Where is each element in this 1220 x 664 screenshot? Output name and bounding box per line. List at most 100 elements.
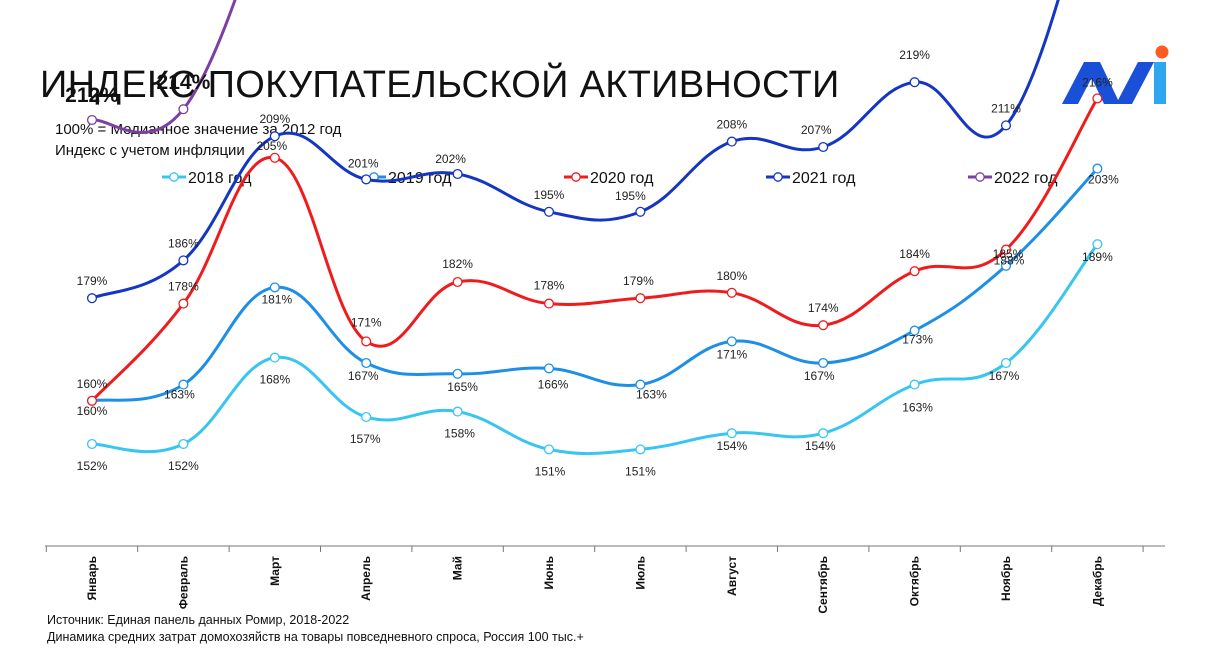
x-tick-label: Апрель [359, 556, 373, 601]
x-tick-label: Декабрь [1090, 556, 1104, 606]
data-label: 152% [77, 459, 108, 473]
data-label: 195% [534, 188, 565, 202]
data-label: 181% [261, 292, 292, 306]
data-label: 209% [259, 112, 290, 126]
data-point [178, 104, 189, 115]
series-line [90, 242, 1099, 456]
series-line [90, 96, 1099, 403]
data-label: 212% [65, 84, 119, 107]
data-label: 207% [801, 123, 832, 137]
series-points [86, 77, 1103, 455]
data-point [818, 320, 829, 331]
x-tick-label: Май [451, 556, 465, 580]
data-label: 188% [994, 254, 1025, 268]
legend-marker [571, 172, 581, 182]
data-point [1000, 357, 1012, 369]
data-point [178, 255, 189, 266]
data-label: 163% [902, 401, 933, 415]
data-label: 180% [716, 269, 747, 283]
data-point [361, 357, 372, 369]
x-axis-ticks [45, 546, 1144, 552]
legend-marker [773, 172, 783, 182]
data-point [178, 298, 189, 309]
data-label: 163% [636, 388, 667, 402]
data-point [909, 325, 920, 336]
series-lines [90, 0, 1099, 456]
x-tick-label: Март [268, 556, 282, 586]
data-point [818, 141, 829, 153]
data-label: 152% [168, 459, 199, 473]
data-point [543, 444, 555, 455]
data-label: 216% [1082, 75, 1113, 89]
data-point [543, 363, 555, 374]
data-label: 154% [716, 439, 747, 453]
x-tick-label: Июль [633, 556, 647, 590]
data-label: 174% [808, 301, 839, 315]
legend-label: 2021 год [792, 170, 856, 187]
data-label: 160% [77, 377, 108, 391]
legend-item: 2022 год [968, 170, 1058, 187]
data-point [1092, 239, 1103, 250]
data-point [452, 276, 463, 288]
data-label: 171% [351, 315, 382, 329]
data-point [86, 438, 98, 450]
data-label: 178% [168, 280, 199, 294]
legend-label: 2022 год [994, 170, 1058, 187]
data-point [361, 336, 372, 347]
data-label: 219% [899, 48, 930, 62]
methodology-note: Динамика средних затрат домохозяйств на … [47, 630, 584, 644]
data-point [1000, 260, 1012, 271]
data-point [452, 406, 463, 417]
subtitle-median: 100% = Медианное значение за 2012 год [55, 121, 342, 138]
data-labels: 152% 152% 168% 157% 158% 151% 151% 154% 154% 163%… [65, 48, 1119, 478]
x-tick-label: Ноябрь [999, 556, 1013, 601]
data-point [818, 357, 829, 369]
legend-label: 2020 год [590, 170, 654, 187]
x-tick-label: Январь [85, 556, 99, 600]
x-tick-label: Февраль [176, 556, 190, 609]
data-point [543, 206, 555, 217]
data-label: 182% [442, 257, 473, 271]
data-label: 179% [623, 274, 654, 288]
data-point [726, 428, 737, 439]
logo-stroke-2 [1084, 62, 1120, 104]
x-tick-label: Октябрь [908, 556, 922, 606]
data-label: 201% [348, 156, 379, 170]
data-label: 151% [535, 464, 566, 478]
data-label: 167% [989, 369, 1020, 383]
x-tick-label: Сентябрь [816, 556, 830, 614]
data-point [1092, 93, 1103, 104]
data-label: 195% [615, 189, 646, 203]
data-point [452, 368, 463, 379]
data-label: 185% [993, 247, 1024, 261]
data-point [909, 77, 920, 88]
data-label: 160% [77, 404, 108, 418]
logo-dot [1155, 45, 1169, 59]
data-label: 163% [164, 388, 195, 402]
data-label: 165% [447, 380, 478, 394]
data-label: 208% [716, 118, 747, 132]
data-label: 154% [805, 439, 836, 453]
data-label: 167% [804, 369, 835, 383]
data-point [361, 174, 372, 185]
data-label: 214% [157, 71, 211, 94]
data-point [1000, 120, 1012, 131]
romir-logo [1062, 45, 1169, 104]
data-point [178, 438, 189, 450]
legend-marker [975, 172, 985, 182]
x-axis-tick-labels: Январь Февраль Март Апрель Май Июнь Июль Август… [85, 556, 1104, 614]
data-label: 202% [435, 152, 466, 166]
data-point [909, 379, 920, 390]
data-point [269, 131, 280, 142]
subtitle-inflation: Индекс с учетом инфляции [55, 142, 245, 159]
data-label: 205% [256, 139, 287, 153]
data-label: 203% [1088, 173, 1119, 187]
data-label: 178% [534, 279, 565, 293]
x-tick-label: Июнь [542, 556, 556, 590]
data-point [361, 411, 372, 423]
data-point [269, 352, 280, 363]
legend-item: 2021 год [766, 170, 856, 187]
legend-marker [169, 172, 179, 182]
data-label: 171% [716, 347, 747, 361]
page-title: ИНДЕКС ПОКУПАТЕЛЬСКОЙ АКТИВНОСТИ [40, 64, 840, 106]
